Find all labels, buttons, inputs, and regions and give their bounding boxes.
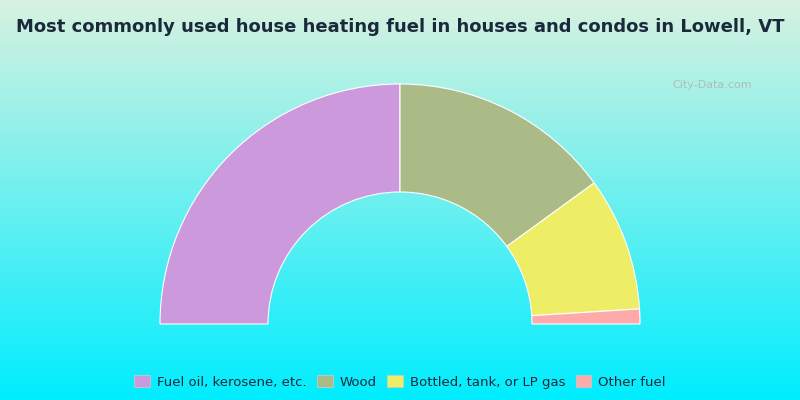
Wedge shape <box>400 84 594 246</box>
Text: City-Data.com: City-Data.com <box>672 80 752 90</box>
Wedge shape <box>506 183 639 316</box>
Wedge shape <box>532 309 640 324</box>
Legend: Fuel oil, kerosene, etc., Wood, Bottled, tank, or LP gas, Other fuel: Fuel oil, kerosene, etc., Wood, Bottled,… <box>129 370 671 394</box>
Wedge shape <box>160 84 400 324</box>
Text: Most commonly used house heating fuel in houses and condos in Lowell, VT: Most commonly used house heating fuel in… <box>16 18 784 36</box>
